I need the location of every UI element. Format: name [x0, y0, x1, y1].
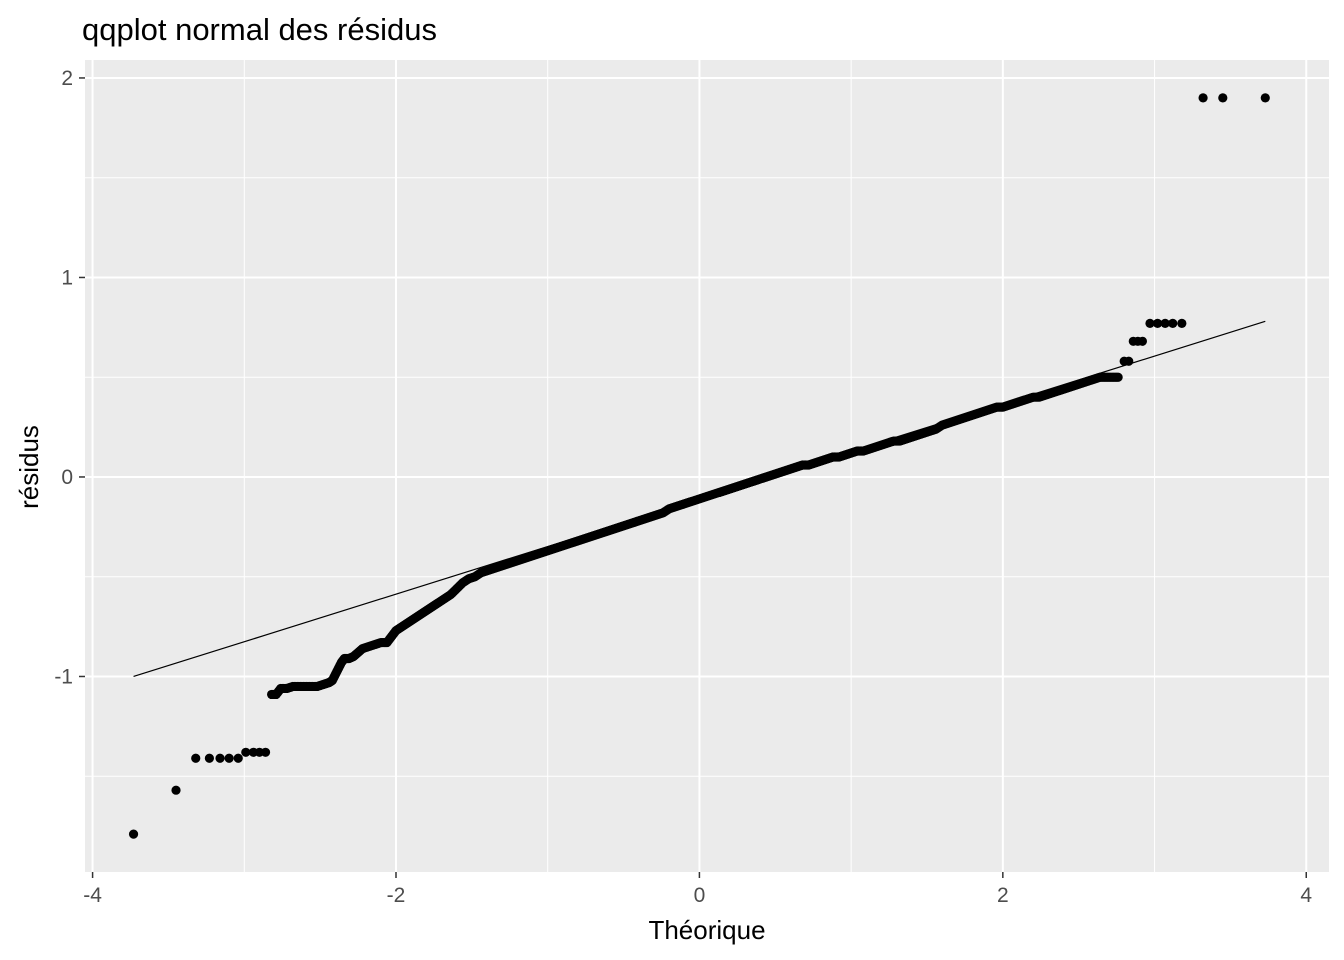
data-point: [1218, 93, 1228, 103]
data-point: [241, 747, 251, 757]
minor-gridlines: [85, 60, 1329, 872]
x-axis-ticks: -4 -2 0 2 4: [83, 872, 1312, 907]
data-point: [1113, 372, 1123, 382]
data-point: [191, 753, 201, 763]
data-point: [233, 753, 243, 763]
y-tick-label: 2: [61, 67, 73, 90]
x-tick-label: -2: [387, 884, 406, 907]
data-point: [1137, 336, 1147, 346]
data-point: [128, 829, 139, 839]
x-tick-label: 2: [997, 884, 1009, 907]
data-point: [1124, 356, 1134, 366]
x-tick-label: 0: [694, 884, 706, 907]
data-point: [1198, 93, 1208, 103]
data-point: [215, 753, 225, 763]
data-points: [128, 93, 1270, 839]
data-point: [224, 753, 234, 763]
data-point: [1177, 318, 1187, 328]
x-tick-label: -4: [83, 884, 102, 907]
y-tick-label: 1: [61, 266, 73, 289]
chart-title: qqplot normal des résidus: [82, 12, 437, 47]
x-tick-label: 4: [1300, 884, 1312, 907]
data-point: [204, 753, 214, 763]
y-axis-ticks: -1 0 1 2: [54, 67, 85, 688]
plot-panel: [85, 60, 1329, 872]
data-point: [1260, 93, 1270, 103]
data-point: [171, 785, 181, 795]
data-point: [1152, 318, 1163, 328]
major-gridlines: [85, 60, 1329, 872]
data-point: [1145, 318, 1155, 328]
data-point: [260, 747, 271, 757]
y-tick-label: 0: [61, 466, 73, 489]
x-axis-title: Théorique: [648, 915, 765, 945]
data-point: [1168, 318, 1178, 328]
data-point: [1160, 318, 1170, 328]
y-axis-title: résidus: [14, 425, 44, 509]
y-tick-label: -1: [54, 665, 73, 688]
